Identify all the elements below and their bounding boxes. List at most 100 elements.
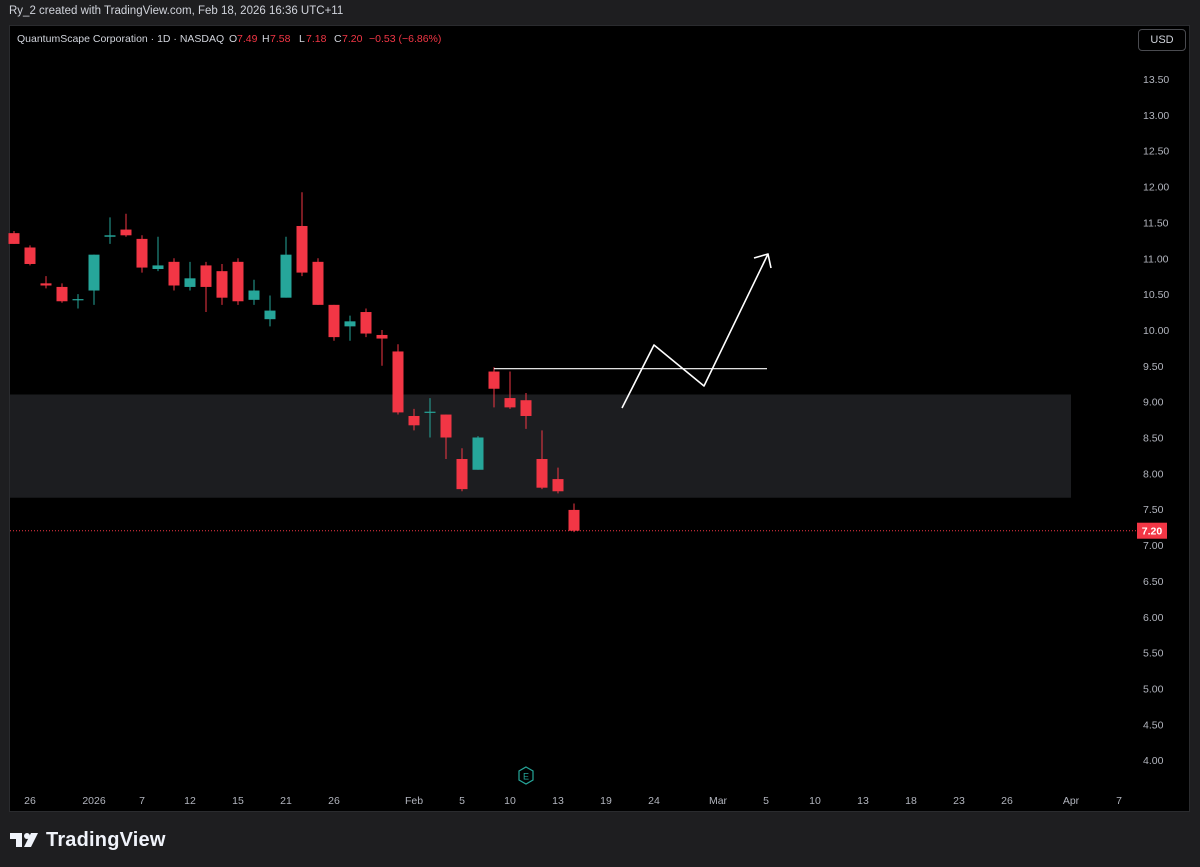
y-tick-label: 10.50 <box>1143 289 1169 301</box>
candle-body <box>296 225 308 273</box>
candle[interactable] <box>536 430 548 490</box>
candle[interactable] <box>328 304 340 341</box>
y-tick-label: 6.00 <box>1143 612 1164 624</box>
y-tick-label: 12.00 <box>1143 182 1169 194</box>
x-tick-label: 13 <box>857 795 869 807</box>
x-tick-label: 24 <box>648 795 660 807</box>
candle[interactable] <box>440 414 452 460</box>
y-tick-label: 7.50 <box>1143 504 1164 516</box>
candle[interactable] <box>200 261 212 313</box>
candle-body <box>520 400 532 416</box>
candle[interactable] <box>376 329 388 366</box>
candle-body <box>536 459 548 488</box>
x-tick-label: 21 <box>280 795 292 807</box>
footer-bar <box>0 813 1200 867</box>
candle-body <box>216 271 228 298</box>
arrow-head-icon <box>753 253 772 269</box>
candle[interactable] <box>392 344 404 415</box>
candle-body <box>472 437 484 470</box>
candle-body <box>88 254 100 291</box>
candle[interactable] <box>216 263 228 305</box>
candle[interactable] <box>232 258 244 305</box>
candle[interactable] <box>248 279 260 305</box>
x-tick-label: 10 <box>504 795 516 807</box>
candle-body <box>456 459 468 490</box>
candle[interactable] <box>312 258 324 305</box>
brand-name: TradingView <box>46 828 166 851</box>
candle[interactable] <box>520 393 532 429</box>
tradingview-logo-icon <box>10 833 38 847</box>
candle-body <box>568 509 580 531</box>
attribution-text: Ry_2 created with TradingView.com, Feb 1… <box>9 5 344 17</box>
candle[interactable] <box>552 467 564 494</box>
candle-body <box>424 411 436 413</box>
candle[interactable] <box>296 192 308 277</box>
x-tick-label: 18 <box>905 795 917 807</box>
earnings-label: E <box>523 772 529 782</box>
candle-body <box>72 299 84 301</box>
candle-body <box>56 286 68 302</box>
last-price-badge <box>1137 522 1167 539</box>
tradingview-logo[interactable]: TradingView <box>10 828 166 852</box>
x-tick-label: 7 <box>1116 795 1122 807</box>
candle-body <box>440 414 452 438</box>
candle[interactable] <box>488 367 500 408</box>
candle[interactable] <box>56 283 68 303</box>
legend-close-label: C <box>334 33 342 45</box>
legend-open-label: O <box>229 33 237 45</box>
x-tick-label: Feb <box>405 795 423 807</box>
candle[interactable] <box>408 408 420 431</box>
x-tick-label: 23 <box>953 795 965 807</box>
projection-path[interactable] <box>621 253 769 409</box>
candle[interactable] <box>152 236 164 272</box>
x-tick-label: 5 <box>459 795 465 807</box>
candle[interactable] <box>424 398 436 438</box>
y-tick-label: 4.50 <box>1143 719 1164 731</box>
candle-body <box>312 261 324 305</box>
currency-button[interactable]: USD <box>1138 29 1186 51</box>
candle[interactable] <box>24 245 36 266</box>
attribution-bar: Ry_2 created with TradingView.com, Feb 1… <box>0 0 1200 24</box>
candle[interactable] <box>456 448 468 492</box>
candle[interactable] <box>360 308 372 338</box>
x-tick-label: 15 <box>232 795 244 807</box>
x-tick-label: 2026 <box>82 795 106 807</box>
candle[interactable] <box>344 315 356 341</box>
legend-low-value: 7.18 <box>306 33 327 45</box>
x-tick-label: 13 <box>552 795 564 807</box>
candle[interactable] <box>120 213 132 237</box>
candle[interactable] <box>472 436 484 470</box>
y-tick-label: 7.00 <box>1143 540 1164 552</box>
candle-body <box>248 290 260 300</box>
y-tick-label: 13.50 <box>1143 74 1169 86</box>
candle-body <box>152 265 164 270</box>
candle[interactable] <box>72 294 84 309</box>
candle[interactable] <box>40 276 52 289</box>
candle[interactable] <box>8 231 20 244</box>
candle-body <box>24 247 36 264</box>
candle-body <box>168 261 180 286</box>
legend-change: −0.53 (−6.86%) <box>369 33 441 45</box>
candle[interactable] <box>184 261 196 291</box>
candle-body <box>392 351 404 413</box>
candle[interactable] <box>88 254 100 305</box>
last-price-label: 7.20 <box>1142 526 1163 538</box>
candle-body <box>552 479 564 492</box>
candle[interactable] <box>568 503 580 533</box>
candle-body <box>120 229 132 236</box>
earnings-marker[interactable]: E <box>518 766 534 785</box>
candle[interactable] <box>168 258 180 291</box>
candle-body <box>488 371 500 389</box>
candle-body <box>344 321 356 327</box>
candle-body <box>408 415 420 426</box>
y-tick-label: 9.00 <box>1143 397 1164 409</box>
candle[interactable] <box>264 295 276 327</box>
candle[interactable] <box>504 371 516 409</box>
y-tick-label: 9.50 <box>1143 361 1164 373</box>
candle[interactable] <box>136 235 148 273</box>
y-tick-label: 12.50 <box>1143 146 1169 158</box>
candle-body <box>360 312 372 334</box>
candle[interactable] <box>280 236 292 298</box>
candle[interactable] <box>104 217 116 244</box>
